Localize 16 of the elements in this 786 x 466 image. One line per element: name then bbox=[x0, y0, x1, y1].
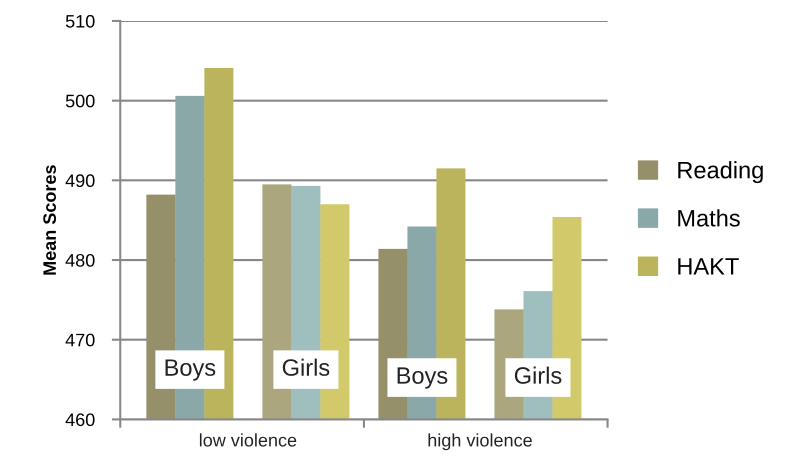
x-tick-label: Girls bbox=[514, 366, 562, 384]
y-axis-title: Mean Scores bbox=[43, 165, 56, 275]
legend-label: Reading bbox=[678, 161, 763, 184]
legend-label: HAKT bbox=[678, 258, 739, 274]
y-tick-label: 510 bbox=[66, 14, 95, 28]
x-tick-label: Boys bbox=[398, 367, 448, 389]
y-tick-label: 470 bbox=[66, 334, 95, 346]
x-tick-label: Boys bbox=[166, 359, 216, 381]
y-tick-label: 460 bbox=[66, 413, 95, 426]
y-tick-label: 490 bbox=[66, 174, 95, 188]
text: high violence bbox=[428, 433, 532, 450]
y-tick-label: 480 bbox=[66, 254, 95, 267]
y-tick-label: 500 bbox=[66, 94, 95, 108]
text: low violence bbox=[200, 433, 296, 447]
x-tick-label: Girls bbox=[282, 358, 330, 376]
legend-label: Maths bbox=[678, 209, 740, 227]
